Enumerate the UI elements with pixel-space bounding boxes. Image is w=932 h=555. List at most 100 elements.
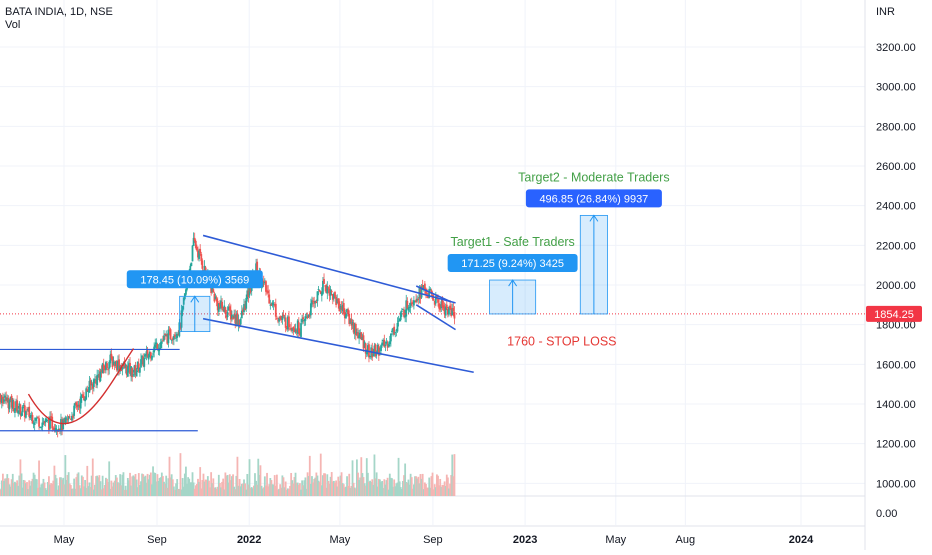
chart-legend: BATA INDIA, 1D, NSE Vol	[5, 6, 113, 32]
y-tick-label: 1400.00	[876, 399, 916, 411]
candle-body	[285, 317, 287, 327]
candle-body	[288, 316, 290, 327]
candle-body	[17, 410, 19, 413]
candle-body	[304, 316, 306, 321]
candle-body	[103, 364, 105, 369]
candle-body	[163, 335, 165, 340]
measure-label: 496.85 (26.84%) 9937	[539, 193, 648, 205]
grid	[0, 0, 865, 525]
y-tick-label: 2400.00	[876, 201, 916, 213]
candle-body	[154, 344, 156, 347]
candle-body	[194, 238, 196, 241]
candle-body	[195, 241, 197, 248]
y-tick-label: 2800.00	[876, 121, 916, 133]
candle-body	[263, 281, 265, 282]
candle-body	[174, 335, 176, 337]
candle-body	[3, 399, 5, 401]
x-tick-label: Aug	[676, 534, 696, 546]
candle-body	[106, 363, 108, 368]
volume-bars	[0, 453, 455, 496]
candle-body	[140, 359, 142, 367]
candle-body	[240, 319, 242, 325]
candle-body	[408, 308, 410, 311]
y-tick-label: 1200.00	[876, 439, 916, 451]
candle-body	[80, 396, 82, 408]
x-tick-label: Sep	[147, 534, 167, 546]
candle-body	[393, 327, 395, 335]
candle-body	[424, 284, 426, 290]
candle-body	[319, 290, 321, 291]
candle-body	[300, 323, 302, 337]
candle-body	[69, 416, 71, 417]
candle-body	[388, 344, 390, 346]
candle-body	[334, 292, 336, 297]
candle-body	[328, 287, 330, 288]
volume-bar	[454, 454, 456, 496]
candle-body	[386, 342, 388, 344]
candle-body	[454, 312, 456, 319]
candle-body	[170, 329, 172, 339]
measure-label: 171.25 (9.24%) 3425	[461, 258, 564, 270]
candle-body	[400, 312, 402, 319]
candle-body	[132, 374, 134, 375]
target-caption: Target2 - Moderate Traders	[518, 170, 669, 184]
y-tick-label: 3000.00	[876, 82, 916, 94]
candle-body	[176, 334, 178, 338]
candle-body	[100, 371, 102, 381]
candle-body	[380, 345, 382, 351]
candle-body	[279, 316, 281, 319]
candle-body	[397, 323, 399, 332]
candle-body	[426, 293, 428, 294]
candle-body	[72, 416, 74, 418]
x-tick-label: Sep	[423, 534, 443, 546]
candle-body	[51, 417, 53, 429]
candle-body	[155, 342, 157, 344]
measure-label: 178.45 (10.09%) 3569	[140, 274, 249, 286]
y-tick-label: 2000.00	[876, 280, 916, 292]
candle-body	[38, 418, 40, 426]
candle-body	[331, 291, 333, 292]
candle-body	[276, 318, 278, 319]
currency-label: INR	[876, 6, 895, 18]
candle-body	[385, 345, 387, 346]
candle-body	[318, 289, 320, 290]
candle-body	[93, 379, 95, 387]
last-price-label: 1854.25	[874, 309, 914, 321]
x-tick-label: 2023	[513, 534, 537, 546]
candle-body	[201, 260, 203, 268]
candle-body	[107, 369, 109, 370]
candle-body	[28, 407, 30, 417]
candle-body	[22, 407, 24, 413]
candle-body	[143, 358, 145, 367]
candle-body	[410, 303, 412, 308]
symbol-title: BATA INDIA, 1D, NSE	[5, 6, 113, 19]
candle-body	[381, 343, 383, 346]
target-caption: Target1 - Safe Traders	[450, 235, 574, 249]
candle-body	[265, 281, 267, 292]
candle-body	[151, 356, 153, 360]
candle-body	[268, 295, 270, 304]
volume-axis-tick: 0.00	[876, 508, 897, 520]
candle-body	[224, 307, 226, 314]
candle-body	[369, 356, 371, 357]
x-tick-label: May	[54, 534, 75, 546]
candle-body	[32, 415, 34, 424]
candle-body	[301, 319, 303, 322]
candle-body	[136, 371, 138, 377]
candle-body	[394, 332, 396, 333]
x-tick-label: May	[605, 534, 626, 546]
candle-body	[275, 304, 277, 317]
candle-body	[323, 279, 325, 284]
candle-body	[312, 301, 314, 302]
candle-body	[21, 413, 23, 416]
candle-body	[25, 411, 27, 418]
candle-body	[90, 380, 92, 385]
candle-body	[315, 302, 317, 303]
x-tick-label: May	[330, 534, 351, 546]
candle-body	[390, 334, 392, 342]
candle-body	[152, 354, 154, 355]
candle-body	[127, 367, 129, 377]
candle-body	[446, 305, 448, 308]
